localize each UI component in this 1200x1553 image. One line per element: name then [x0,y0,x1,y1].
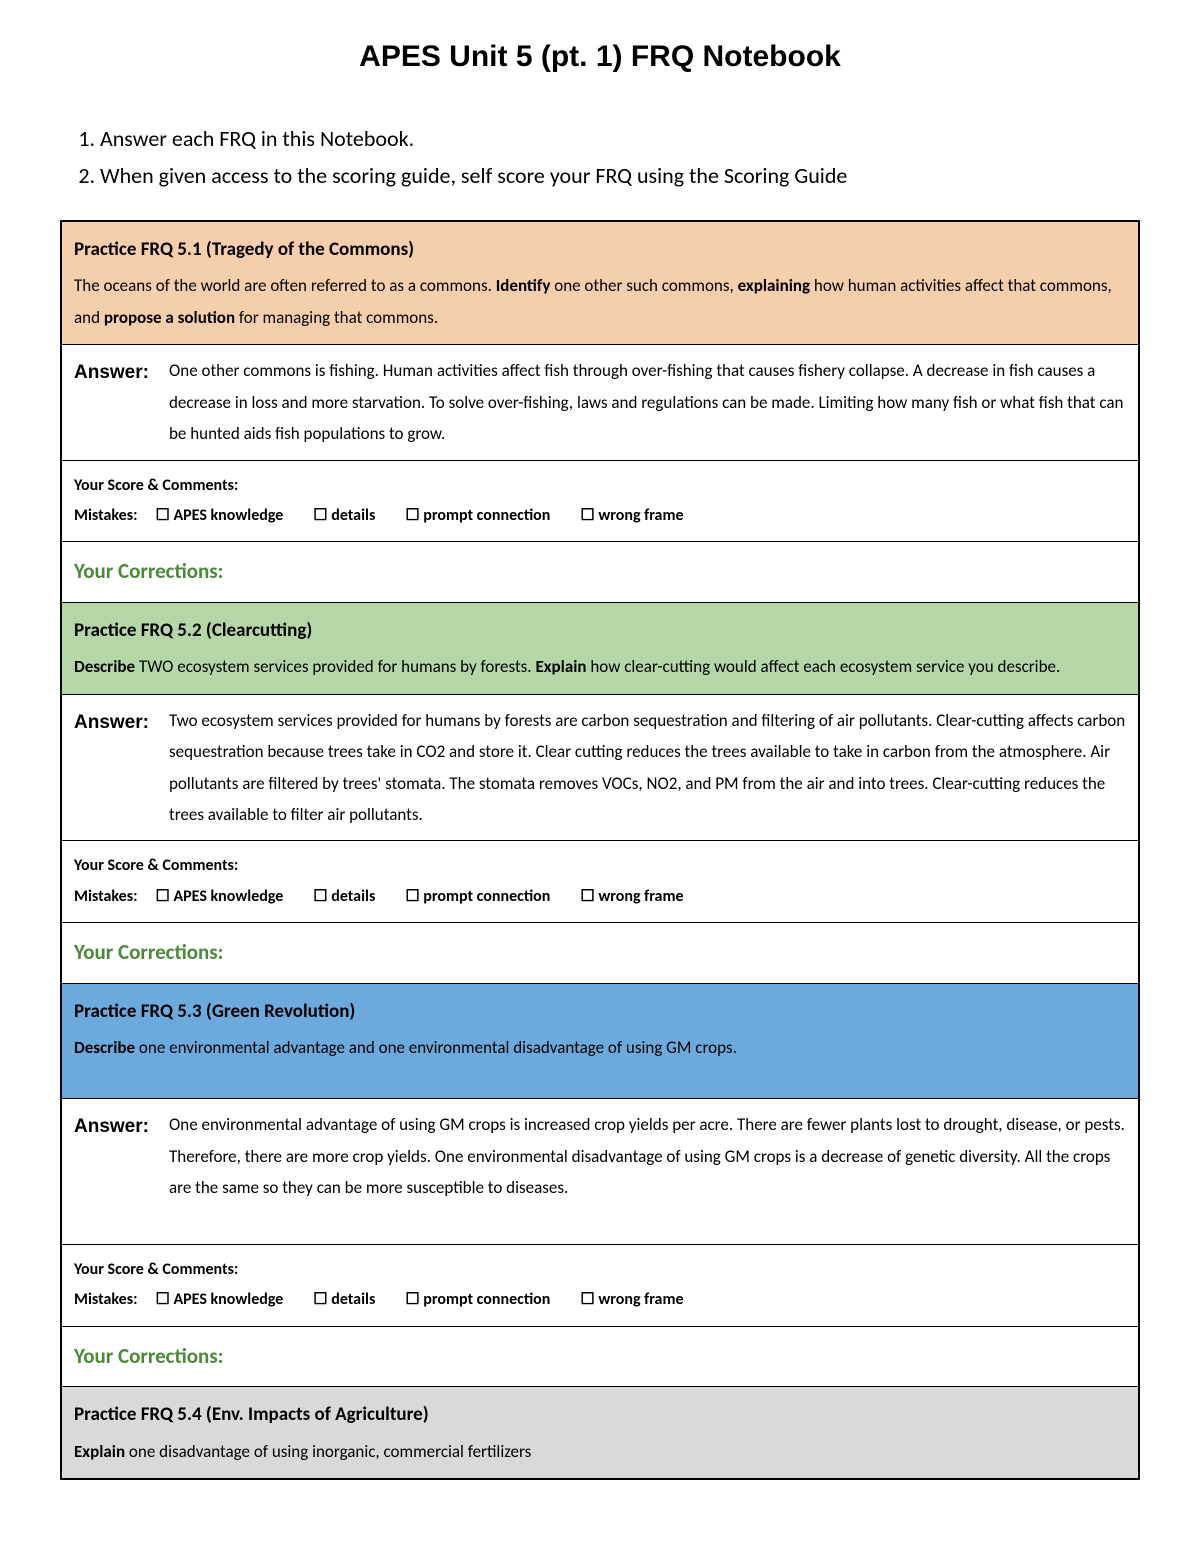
score-label: Your Score & Comments: [74,851,1126,881]
frq-prompt: Practice FRQ 5.1 (Tragedy of the Commons… [61,221,1139,345]
mistakes-line: Mistakes:☐ APES knowledge☐ details☐ prom… [74,501,1126,531]
corrections: Your Corrections: [61,1326,1139,1387]
score-comments: Your Score & Comments:Mistakes:☐ APES kn… [61,841,1139,923]
mistake-option[interactable]: ☐ prompt connection [405,887,550,906]
score-label: Your Score & Comments: [74,471,1126,501]
mistake-option[interactable]: ☐ details [313,887,375,906]
instructions-list: Answer each FRQ in this Notebook. When g… [60,124,1140,192]
answer-label: Answer: [74,355,149,391]
mistake-option[interactable]: ☐ APES knowledge [156,506,284,525]
frq-title: Practice FRQ 5.3 (Green Revolution) [74,994,1126,1030]
mistake-option[interactable]: ☐ details [313,506,375,525]
answer-text: One other commons is fishing. Human acti… [169,355,1126,449]
instruction-item: When given access to the scoring guide, … [100,161,1140,192]
mistake-option[interactable]: ☐ wrong frame [580,1290,683,1309]
mistake-option[interactable]: ☐ prompt connection [405,1290,550,1309]
frq-prompt-text: The oceans of the world are often referr… [74,270,1126,335]
frq-prompt: Practice FRQ 5.2 (Clearcutting)Describe … [61,603,1139,694]
frq-title: Practice FRQ 5.4 (Env. Impacts of Agricu… [74,1397,1126,1433]
mistakes-line: Mistakes:☐ APES knowledge☐ details☐ prom… [74,882,1126,912]
answer-text: One environmental advantage of using GM … [169,1109,1126,1203]
mistake-option[interactable]: ☐ APES knowledge [156,887,284,906]
frq-prompt-text: Describe TWO ecosystem services provided… [74,651,1126,683]
corrections: Your Corrections: [61,923,1139,984]
mistake-option[interactable]: ☐ prompt connection [405,506,550,525]
frq-prompt-text: Describe one environmental advantage and… [74,1032,1126,1064]
mistakes-line: Mistakes:☐ APES knowledge☐ details☐ prom… [74,1285,1126,1315]
score-comments: Your Score & Comments:Mistakes:☐ APES kn… [61,1244,1139,1326]
instruction-item: Answer each FRQ in this Notebook. [100,124,1140,155]
frq-title: Practice FRQ 5.2 (Clearcutting) [74,613,1126,649]
frq-title: Practice FRQ 5.1 (Tragedy of the Commons… [74,232,1126,268]
frq-answer: Answer: One other commons is fishing. Hum… [61,345,1139,460]
mistake-option[interactable]: ☐ wrong frame [580,506,683,525]
frq-prompt: Practice FRQ 5.3 (Green Revolution)Descr… [61,984,1139,1099]
mistake-option[interactable]: ☐ wrong frame [580,887,683,906]
score-comments: Your Score & Comments:Mistakes:☐ APES kn… [61,460,1139,542]
corrections: Your Corrections: [61,542,1139,603]
frq-answer: Answer: Two ecosystem services provided f… [61,694,1139,841]
mistake-option[interactable]: ☐ details [313,1290,375,1309]
frq-prompt-text: Explain one disadvantage of using inorga… [74,1436,1126,1468]
frq-answer: Answer: One environmental advantage of us… [61,1099,1139,1244]
mistake-option[interactable]: ☐ APES knowledge [156,1290,284,1309]
frq-prompt: Practice FRQ 5.4 (Env. Impacts of Agricu… [61,1387,1139,1479]
answer-label: Answer: [74,1109,149,1145]
answer-label: Answer: [74,705,149,741]
answer-text: Two ecosystem services provided for huma… [169,705,1126,831]
frq-table: Practice FRQ 5.1 (Tragedy of the Commons… [60,220,1140,1480]
score-label: Your Score & Comments: [74,1255,1126,1285]
page-title: APES Unit 5 (pt. 1) FRQ Notebook [60,40,1140,74]
